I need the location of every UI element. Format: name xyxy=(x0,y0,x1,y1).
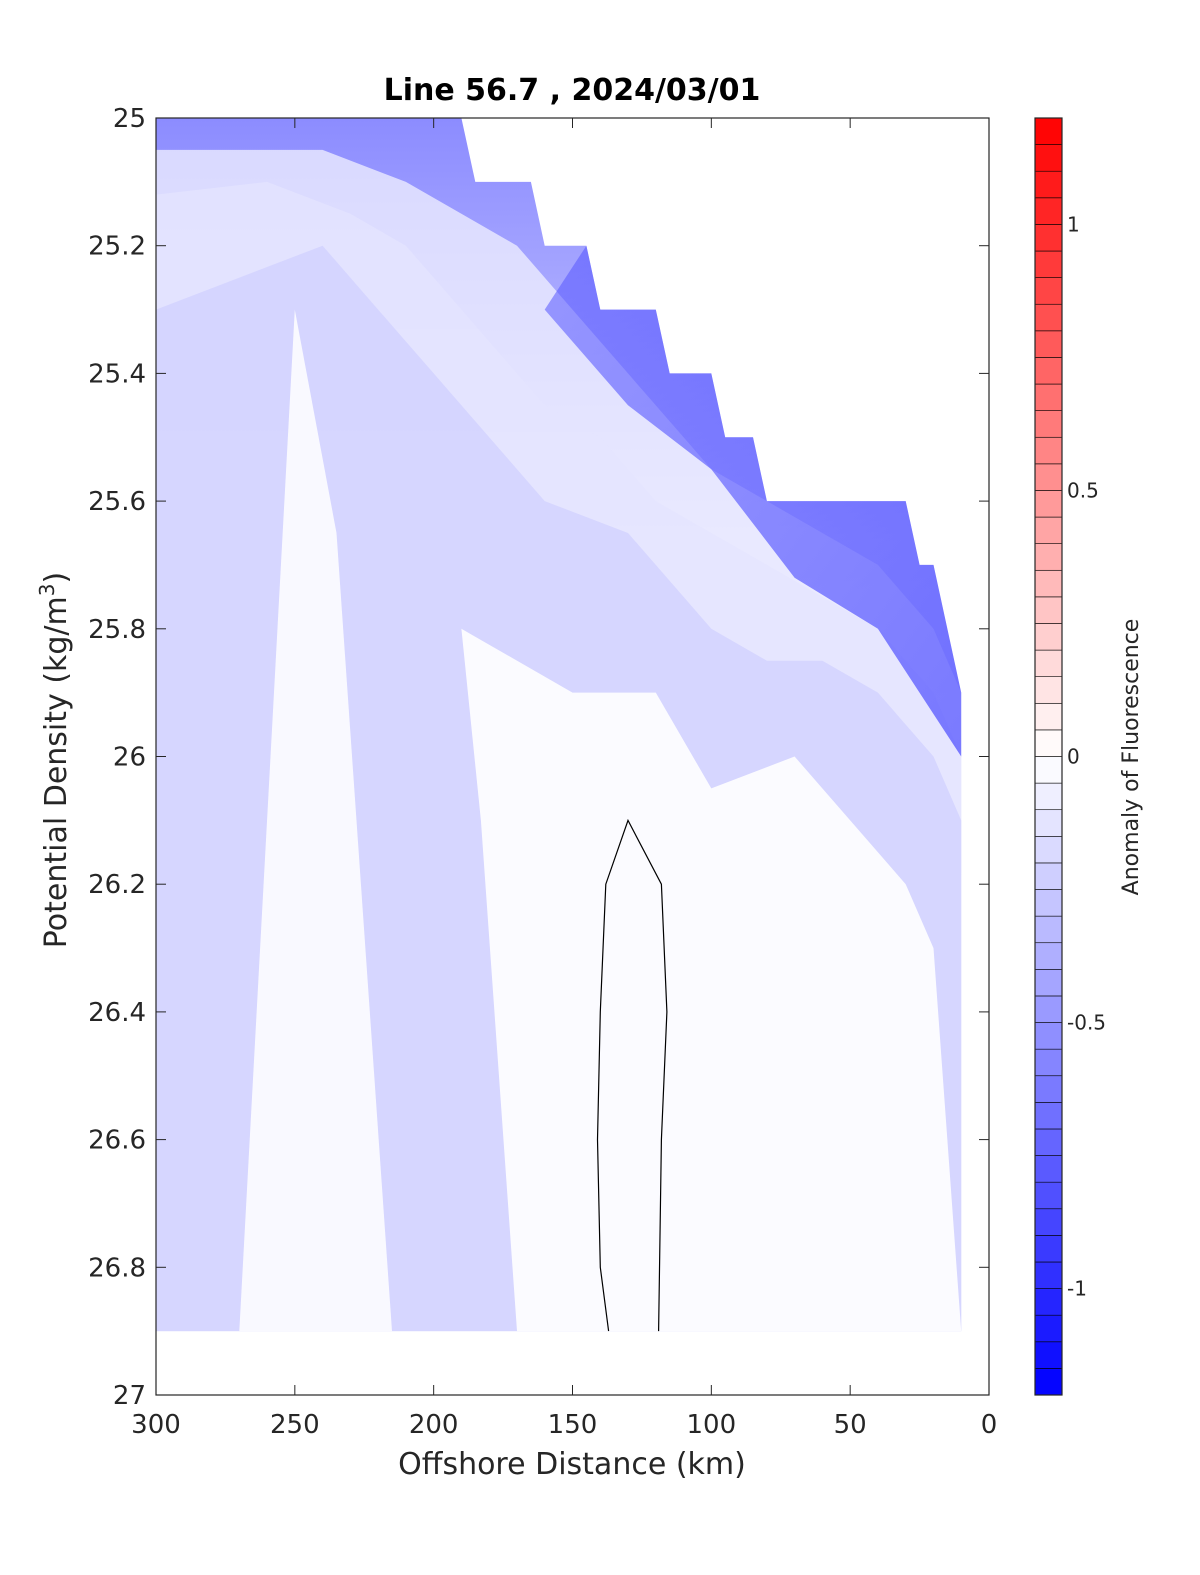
colorbar-tick-label: -1 xyxy=(1067,1277,1087,1301)
colorbar-level xyxy=(1034,144,1063,172)
anomaly-fill xyxy=(156,118,962,1332)
colorbar-tick-label: 1 xyxy=(1067,212,1080,236)
colorbar-level xyxy=(1034,915,1063,944)
colorbar-level xyxy=(1034,250,1063,278)
colorbar-level xyxy=(1034,383,1063,411)
colorbar-frame xyxy=(1034,117,1063,1396)
colorbar-level xyxy=(1034,862,1063,890)
colorbar-level xyxy=(1034,197,1063,225)
near-zero-region-west xyxy=(239,309,392,1332)
colorbar-level xyxy=(1034,995,1063,1023)
colorbar-level xyxy=(1034,436,1063,465)
colorbar-level xyxy=(1034,490,1063,518)
colorbar-level xyxy=(1034,1022,1063,1050)
colorbar-level xyxy=(1034,357,1063,385)
colorbar-level xyxy=(1034,889,1063,917)
colorbar-level xyxy=(1034,676,1063,704)
colorbar-level xyxy=(1034,1235,1063,1263)
colorbar-level xyxy=(1034,1314,1063,1343)
colorbar-level xyxy=(1034,969,1063,997)
colorbar-level xyxy=(1034,729,1063,757)
x-tick-label: 0 xyxy=(981,1410,998,1440)
near-zero-region-east xyxy=(461,628,962,1332)
colorbar-level xyxy=(1034,516,1063,544)
y-tick-label: 26.2 xyxy=(88,870,146,900)
colorbar-level xyxy=(1034,277,1063,305)
colorbar-level xyxy=(1034,702,1063,731)
colorbar-level xyxy=(1034,1368,1063,1396)
colorbar-level xyxy=(1034,1341,1063,1369)
colorbar-level xyxy=(1034,782,1063,811)
y-tick-label: 25.8 xyxy=(88,615,146,645)
x-tick-label: 250 xyxy=(270,1410,320,1440)
x-axis-label: Offshore Distance (km) xyxy=(398,1447,746,1482)
y-tick-label: 26 xyxy=(113,743,146,773)
colorbar-level xyxy=(1034,1128,1063,1156)
y-tick-label: 26.4 xyxy=(88,998,146,1028)
x-tick-label: 300 xyxy=(131,1410,181,1440)
colorbar-level xyxy=(1034,117,1063,145)
colorbar-level xyxy=(1034,1261,1063,1289)
x-tick-label: 50 xyxy=(834,1410,867,1440)
colorbar-level xyxy=(1034,1102,1063,1130)
colorbar-level xyxy=(1034,1048,1063,1077)
colorbar-level xyxy=(1034,649,1063,677)
colorbar-level xyxy=(1034,463,1063,491)
colorbar-level xyxy=(1034,303,1063,332)
colorbar-level xyxy=(1034,170,1063,199)
zero-contour-line xyxy=(596,818,668,1332)
colorbar-tick-label: 0.5 xyxy=(1067,478,1099,502)
y-tick-label: 26.8 xyxy=(88,1253,146,1283)
colorbar-level xyxy=(1034,1155,1063,1183)
colorbar-level xyxy=(1034,596,1063,624)
colorbar-level xyxy=(1034,756,1063,784)
colorbar-level xyxy=(1034,942,1063,970)
y-tick-label: 25 xyxy=(113,104,146,134)
colorbar-level xyxy=(1034,330,1063,358)
y-axis-label-superscript: 3 xyxy=(35,583,59,596)
plot-area xyxy=(156,118,962,1332)
y-axis-label: Potential Density (kg/m3) xyxy=(35,572,74,948)
colorbar-level xyxy=(1034,1208,1063,1236)
colorbar-level xyxy=(1034,623,1063,651)
colorbar-level xyxy=(1034,569,1063,598)
y-axis: 25 25.2 25.4 25.6 25.8 26 26.2 26.4 26.6 26.8 27 xyxy=(88,104,989,1411)
x-tick-label: 150 xyxy=(548,1410,598,1440)
strong-anomaly-edge xyxy=(544,245,962,821)
colorbar-label: Anomaly of Fluorescence xyxy=(1119,619,1144,896)
colorbar-tick-label: 0 xyxy=(1067,745,1080,769)
colorbar-level xyxy=(1034,224,1063,252)
y-tick-label: 25.2 xyxy=(88,232,146,262)
x-axis: 300 250 200 150 100 50 0 xyxy=(131,118,997,1440)
colorbar-level xyxy=(1034,1181,1063,1210)
colorbar-level xyxy=(1034,1288,1063,1316)
x-tick-label: 200 xyxy=(409,1410,459,1440)
colorbar-level xyxy=(1034,809,1063,837)
y-tick-label: 26.6 xyxy=(88,1126,146,1156)
colorbar-level xyxy=(1034,410,1063,438)
colorbar: -1 -0.5 0 0.5 1 xyxy=(1034,117,1106,1396)
y-tick-label: 27 xyxy=(113,1381,146,1411)
y-tick-label: 25.6 xyxy=(88,487,146,517)
y-tick-label: 25.4 xyxy=(88,359,146,389)
colorbar-level xyxy=(1034,1075,1063,1103)
x-tick-label: 100 xyxy=(687,1410,737,1440)
colorbar-tick-label: -0.5 xyxy=(1067,1011,1106,1035)
colorbar-level xyxy=(1034,836,1063,864)
colorbar-level xyxy=(1034,543,1063,571)
chart-title: Line 56.7 , 2024/03/01 xyxy=(384,73,761,108)
